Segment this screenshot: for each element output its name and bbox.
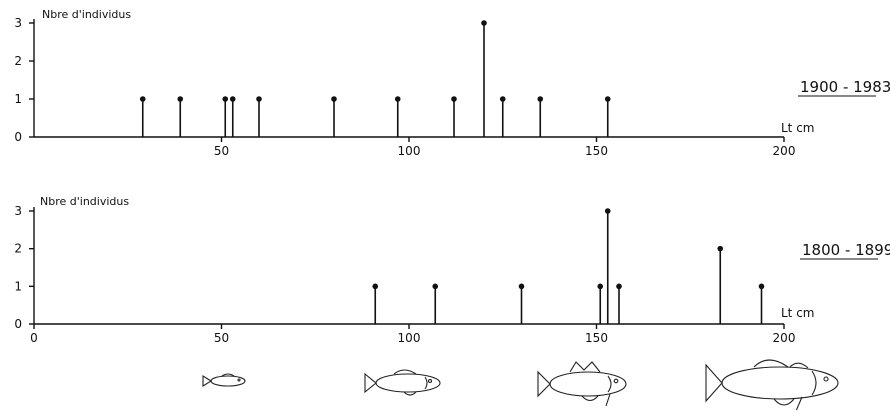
y-tick-label: 3 xyxy=(14,204,22,218)
period-label: 1900 - 1983 xyxy=(800,78,890,96)
data-point xyxy=(537,96,544,102)
x-tick-label: 50 xyxy=(214,144,229,158)
y-tick-label: 2 xyxy=(14,54,22,68)
data-point xyxy=(451,96,457,102)
chart-panel-1900-1983: Nbre d'individus 1900 - 1983 Lt cm 0 1 2 3 5… xyxy=(14,8,890,158)
data-point xyxy=(222,96,229,102)
y-axis-label: Nbre d'individus xyxy=(42,8,131,21)
x-tick-label: 50 xyxy=(214,331,229,345)
data-point xyxy=(518,283,525,290)
y-tick-label: 1 xyxy=(14,279,22,293)
data-point xyxy=(331,96,337,102)
data-point xyxy=(256,96,262,102)
y-tick-label: 3 xyxy=(14,16,22,30)
x-tick-label: 200 xyxy=(773,144,796,158)
x-tick-label: 150 xyxy=(585,144,608,158)
y-tick-label: 0 xyxy=(14,317,22,331)
y-axis-label: Nbre d'individus xyxy=(40,195,129,208)
data-point xyxy=(432,283,439,290)
x-tick-label: 0 xyxy=(30,331,38,345)
large-fish-icon xyxy=(537,361,627,407)
small-fish-icon xyxy=(202,373,246,387)
data-point xyxy=(616,283,622,290)
data-point xyxy=(177,96,184,102)
data-point xyxy=(499,96,506,102)
data-point xyxy=(597,283,604,290)
data-point xyxy=(229,96,236,102)
period-label: 1800 - 1899 xyxy=(802,241,890,259)
data-point xyxy=(394,96,401,102)
x-tick-label: 100 xyxy=(398,144,421,158)
x-tick-label: 200 xyxy=(773,331,796,345)
data-point xyxy=(139,96,146,102)
medium-fish-icon xyxy=(364,369,441,396)
y-tick-label: 2 xyxy=(14,242,22,256)
data-point xyxy=(604,208,611,214)
x-axis-label: Lt cm xyxy=(781,306,815,320)
x-tick-label: 100 xyxy=(398,331,421,345)
data-point xyxy=(481,20,487,26)
chart-panel-1800-1899: Nbre d'individus 1800 - 1899 Lt cm 0 1 2 3 0… xyxy=(14,195,890,345)
largest-fish-icon xyxy=(705,359,839,410)
data-point xyxy=(758,283,765,290)
data-point xyxy=(604,96,611,102)
data-point xyxy=(372,283,379,290)
x-axis-label: Lt cm xyxy=(781,121,815,135)
x-tick-label: 150 xyxy=(585,331,608,345)
y-tick-label: 1 xyxy=(14,92,22,106)
y-tick-label: 0 xyxy=(14,130,22,144)
data-point xyxy=(717,245,724,252)
